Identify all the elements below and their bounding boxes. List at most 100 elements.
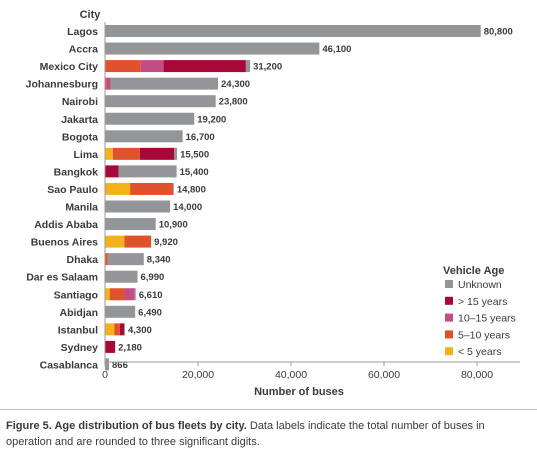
category-label-johannesburg: Johannesburg <box>26 79 98 91</box>
category-label-sao-paulo: Sao Paulo <box>47 184 98 196</box>
bar-segment-santiago-unknown <box>134 288 136 301</box>
total-label-abidjan: 6,490 <box>138 307 162 318</box>
bar-segment-istanbul-15-years <box>119 323 125 336</box>
category-label-jakarta: Jakarta <box>61 114 98 126</box>
bar-segment-dar-es-salaam-unknown <box>105 270 138 283</box>
x-axis: 0 20,000 40,000 60,000 80,000 <box>102 22 520 381</box>
bar-segment-mexico-city-unknown <box>245 60 251 73</box>
legend-swatch-unknown <box>445 280 453 288</box>
total-label-sao-paulo: 14,800 <box>177 184 206 195</box>
x-tick-label-2: 40,000 <box>275 369 307 381</box>
total-label-casablanca: 866 <box>112 360 128 371</box>
total-label-nairobi: 23,800 <box>219 97 248 108</box>
legend-label-unknown: Unknown <box>458 279 502 291</box>
bar-segment-istanbul-5-10-years <box>114 323 120 336</box>
legend-label-5-10-years: 5–10 years <box>458 329 510 341</box>
category-label-sydney: Sydney <box>61 342 99 354</box>
bar-segment-bangkok-15-years <box>105 165 119 178</box>
bar-segment-lagos-unknown <box>105 25 481 37</box>
bar-segment-mexico-city-10-15-years <box>140 60 164 73</box>
total-label-santiago: 6,610 <box>139 290 163 301</box>
x-axis-title: Number of buses <box>254 386 344 398</box>
legend-label-15-years: > 15 years <box>458 296 507 308</box>
legend-label-10-15-years: 10–15 years <box>458 313 516 325</box>
bar-segment-sao-paulo-5-10-years <box>130 182 174 195</box>
category-label-dhaka: Dhaka <box>66 254 98 266</box>
category-label-mexico-city: Mexico City <box>40 61 99 73</box>
legend-title: Vehicle Age <box>443 265 504 277</box>
bar-segment-johannesburg-10-15-years <box>106 77 111 90</box>
total-label-mexico-city: 31,200 <box>253 62 282 73</box>
bar-segment-istanbul-5-years <box>105 323 115 336</box>
total-label-sydney: 2,180 <box>118 342 142 353</box>
bar-segment-lima-5-10-years <box>112 147 140 160</box>
category-label-lagos: Lagos <box>67 26 98 38</box>
category-label-istanbul: Istanbul <box>58 324 98 336</box>
bar-segment-abidjan-unknown <box>105 305 136 318</box>
total-label-buenos-aires: 9,920 <box>154 237 178 248</box>
category-label-bangkok: Bangkok <box>54 166 99 178</box>
bar-segment-mexico-city-5-10-years <box>105 60 141 73</box>
caption-title: Figure 5. Age distribution of bus fleets… <box>6 420 247 432</box>
category-label-nairobi: Nairobi <box>62 96 98 108</box>
bar-segment-istanbul-unknown <box>124 323 125 336</box>
legend-swatch-10-15-years <box>445 313 453 322</box>
category-label-casablanca: Casablanca <box>40 359 99 371</box>
category-label-buenos-aires: Buenos Aires <box>31 237 98 249</box>
bar-segment-sao-paulo-5-years <box>105 182 131 195</box>
x-tick-label-1: 20,000 <box>182 369 214 381</box>
legend-label-5-years: < 5 years <box>458 346 501 358</box>
bar-segment-mexico-city-15-years <box>163 60 246 73</box>
category-label-accra: Accra <box>69 44 98 56</box>
x-tick-label-3: 60,000 <box>368 369 400 381</box>
bar-segment-johannesburg-unknown <box>110 77 218 90</box>
total-label-lima: 15,500 <box>180 149 209 160</box>
bar-segment-manila-unknown <box>105 200 171 213</box>
legend-swatch-5-years <box>445 347 453 356</box>
bar-segment-santiago-5-10-years <box>109 288 125 301</box>
bar-segment-dhaka-5-10-years <box>105 253 108 266</box>
bars-layer: Lagos 80,800 Accra 46,100 Mexico City 31,200 J… <box>26 25 513 371</box>
bar-segment-accra-unknown <box>105 42 320 55</box>
bar-segment-buenos-aires-5-years <box>105 235 125 248</box>
bar-segment-santiago-5-years <box>105 288 110 301</box>
total-label-dar-es-salaam: 6,990 <box>141 272 165 283</box>
legend-swatch-5-10-years <box>445 330 453 339</box>
total-label-dhaka: 8,340 <box>147 255 171 266</box>
bar-segment-jakarta-unknown <box>105 112 195 125</box>
bar-segment-buenos-aires-5-10-years <box>124 235 152 248</box>
x-tick-label-0: 0 <box>102 369 108 381</box>
bar-segment-dhaka-unknown <box>107 253 144 266</box>
bar-segment-bangkok-unknown <box>118 165 177 178</box>
bar-segment-lima-unknown <box>174 147 178 160</box>
total-label-bogota: 16,700 <box>186 132 215 143</box>
category-label-abidjan: Abidjan <box>60 307 99 319</box>
figure-caption: Figure 5. Age distribution of bus fleets… <box>0 409 537 450</box>
legend: Vehicle Age Unknown > 15 years 10–15 years… <box>443 265 516 358</box>
x-tick-label-4: 80,000 <box>461 369 493 381</box>
total-label-addis-ababa: 10,900 <box>159 220 188 231</box>
bar-segment-casablanca-unknown <box>105 358 110 371</box>
bar-segment-johannesburg-5-10-years <box>105 77 107 90</box>
total-label-manila: 14,000 <box>173 202 202 213</box>
bar-segment-bogota-unknown <box>105 130 183 143</box>
bar-segment-sydney-15-years <box>105 340 116 353</box>
bus-fleet-age-chart: City Lagos 80,800 Accra 46,100 Mexico City 31… <box>26 9 520 398</box>
category-label-lima: Lima <box>73 149 98 161</box>
category-label-santiago: Santiago <box>54 289 98 301</box>
caption-text: Data labels indicate the total number of… <box>6 420 485 448</box>
total-label-bangkok: 15,400 <box>180 167 209 178</box>
category-axis-title: City <box>80 9 102 21</box>
category-label-bogota: Bogota <box>62 131 98 143</box>
category-label-addis-ababa: Addis Ababa <box>34 219 98 231</box>
bar-segment-santiago-10-15-years <box>124 288 135 301</box>
category-label-manila: Manila <box>65 202 98 214</box>
bar-segment-lima-15-years <box>139 147 175 160</box>
bar-segment-nairobi-unknown <box>105 95 216 108</box>
total-label-accra: 46,100 <box>322 44 351 55</box>
category-label-dar-es-salaam: Dar es Salaam <box>26 272 98 284</box>
bar-segment-addis-ababa-unknown <box>105 218 156 231</box>
total-label-jakarta: 19,200 <box>197 114 226 125</box>
total-label-johannesburg: 24,300 <box>221 79 250 90</box>
total-label-istanbul: 4,300 <box>128 325 152 336</box>
